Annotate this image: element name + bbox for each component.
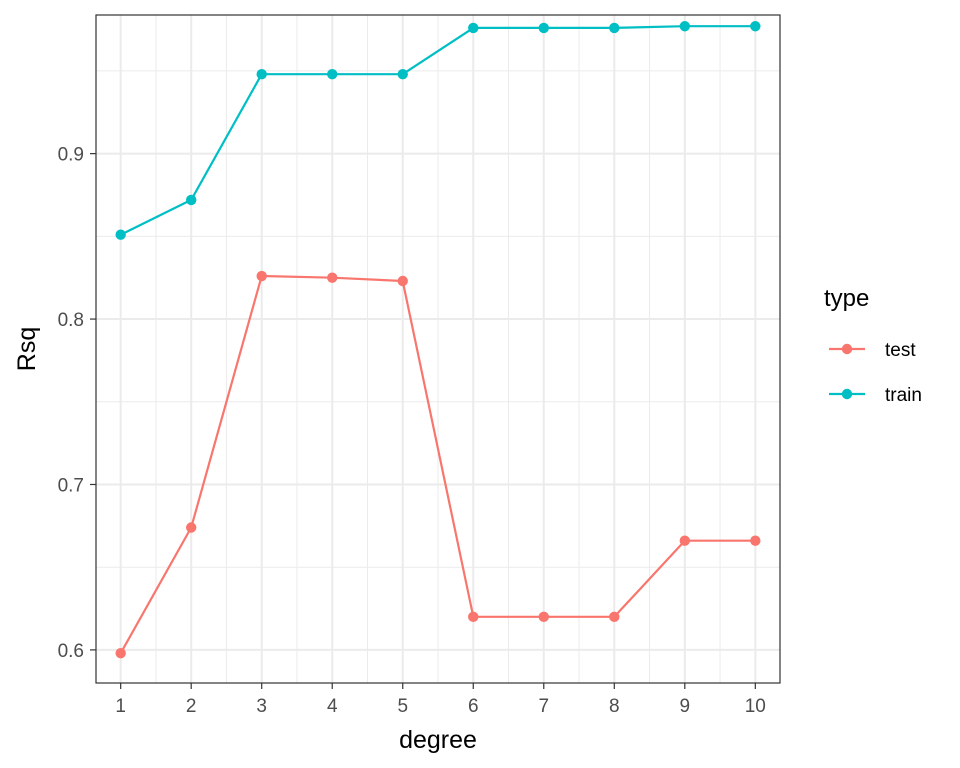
panel-border <box>95 14 781 684</box>
legend-key-point-test <box>841 343 853 355</box>
data-point-train <box>327 69 338 80</box>
data-point-test <box>750 535 761 546</box>
legend-title: type <box>824 285 869 312</box>
data-point-train <box>538 22 549 34</box>
y-axis: 0.6 0.7 0.8 0.9 <box>58 145 96 662</box>
data-point-test <box>185 522 197 533</box>
x-tick-label: 9 <box>680 696 691 717</box>
data-point-train <box>750 21 761 32</box>
x-tick-label: 2 <box>186 696 197 717</box>
x-axis: 1 2 3 4 5 6 7 8 9 10 <box>115 683 766 717</box>
data-point-test <box>327 272 338 283</box>
data-point-test <box>609 611 620 623</box>
series-line-train <box>120 25 756 236</box>
series-layer <box>115 21 761 659</box>
data-point-test <box>115 648 126 659</box>
data-point-test <box>538 611 549 623</box>
legend-items: test train <box>829 340 922 406</box>
x-tick-label: 6 <box>468 696 479 717</box>
data-point-train <box>397 69 408 80</box>
major-gridlines <box>96 15 780 683</box>
data-point-train <box>185 194 197 206</box>
data-point-train <box>609 22 620 34</box>
data-point-train <box>468 22 479 34</box>
data-point-test <box>468 611 479 623</box>
y-tick-label: 0.9 <box>58 145 84 166</box>
data-point-test <box>397 275 408 287</box>
x-tick-label: 4 <box>327 696 338 717</box>
data-point-train <box>256 69 267 80</box>
x-tick-label: 10 <box>745 696 766 717</box>
series-line-test <box>119 274 756 654</box>
x-tick-label: 1 <box>115 696 126 717</box>
x-axis-title: degree <box>399 726 477 754</box>
y-tick-label: 0.7 <box>58 475 84 496</box>
x-tick-label: 5 <box>397 696 408 717</box>
x-tick-label: 3 <box>256 696 267 717</box>
legend-key-point-train <box>841 388 853 400</box>
x-tick-label: 7 <box>538 696 549 717</box>
y-tick-label: 0.8 <box>58 310 84 331</box>
x-tick-label: 8 <box>609 696 620 717</box>
y-axis-title: Rsq <box>13 327 41 371</box>
data-point-train <box>115 229 126 240</box>
legend: type test train <box>824 285 922 406</box>
data-point-train <box>679 21 691 32</box>
data-point-test <box>679 535 691 546</box>
legend-label-test: test <box>885 340 916 361</box>
legend-label-train: train <box>885 385 922 406</box>
minor-gridlines <box>96 15 780 683</box>
data-point-test <box>256 270 267 282</box>
y-tick-label: 0.6 <box>58 641 84 662</box>
